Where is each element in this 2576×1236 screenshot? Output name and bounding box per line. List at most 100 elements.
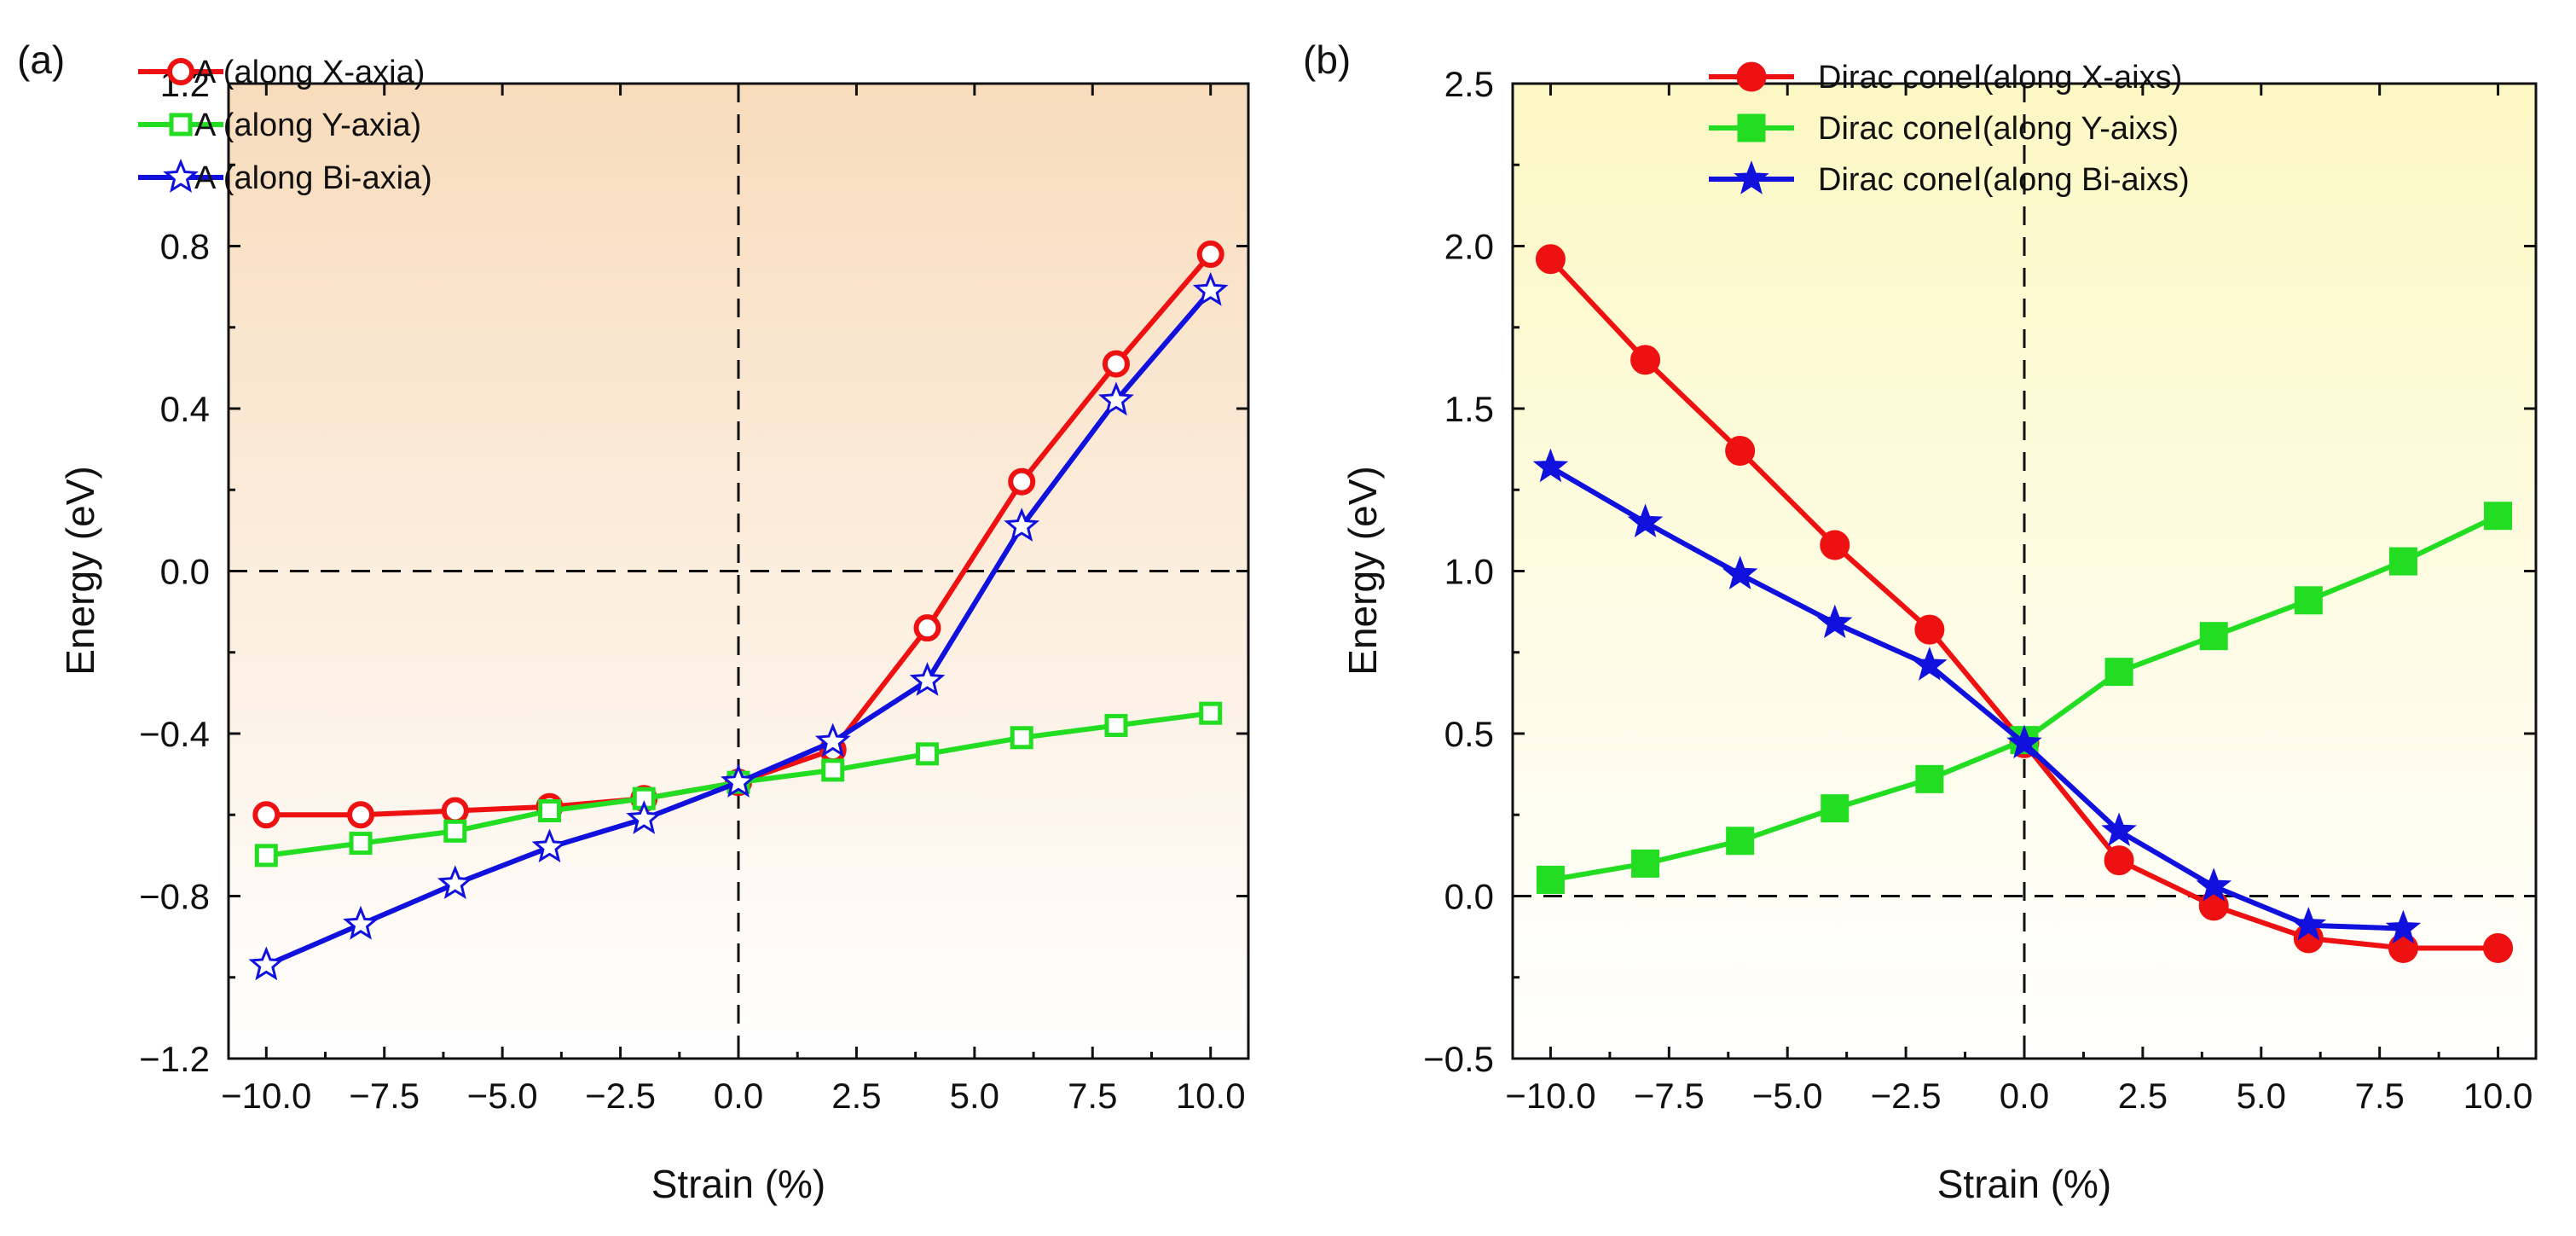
legend-label: Dirac coneⅠ(along X-aixs) xyxy=(1818,60,2182,96)
x-axis-label: Strain (%) xyxy=(651,1162,825,1206)
legend-marker xyxy=(1737,113,1766,142)
legend: Dirac coneⅠ(along X-aixs) Dirac coneⅠ(alo… xyxy=(1709,60,2190,198)
data-point-series-3 xyxy=(1097,381,1134,416)
data-point-series-2 xyxy=(1915,764,1944,793)
legend-label: Dirac coneⅠ(along Y-aixs) xyxy=(1818,111,2179,147)
x-tick-label: −10.0 xyxy=(221,1076,311,1116)
data-point-series-2 xyxy=(1631,849,1660,878)
x-tick-label: −5.0 xyxy=(1752,1076,1823,1116)
y-tick-label: 0.0 xyxy=(1444,877,1494,917)
data-point-series-2 xyxy=(2484,502,2513,531)
data-point-series-2 xyxy=(1821,794,1850,823)
x-tick-label: −5.0 xyxy=(467,1076,538,1116)
data-point-series-1 xyxy=(913,614,941,642)
y-tick-label: −0.4 xyxy=(139,714,210,754)
data-point-series-1 xyxy=(1820,530,1850,560)
x-tick-label: 0.0 xyxy=(714,1076,763,1116)
data-point-series-3 xyxy=(531,828,568,863)
data-point-series-3 xyxy=(2196,868,2232,902)
x-tick-label: 10.0 xyxy=(2463,1076,2533,1116)
data-point-series-1 xyxy=(2388,932,2418,963)
ticks: −10.0 −7.5 −5.0 −2.5 0.0 2.5 5.0 7.5 10.0 −1.2 −0.… xyxy=(139,64,1248,1116)
data-point-series-3 xyxy=(1627,503,1664,537)
x-tick-label: 5.0 xyxy=(2237,1076,2286,1116)
data-point-series-3 xyxy=(1912,647,1948,681)
x-tick-label: −2.5 xyxy=(585,1076,656,1116)
panel-label: (b) xyxy=(1303,38,1351,82)
panel-a: (a) −10.0 −7.5 −5.0 −2.5 0.0 2.5 5.0 7.5 10.0 −1.… xyxy=(17,38,1250,1206)
x-tick-label: 10.0 xyxy=(1176,1076,1246,1116)
data-point-series-2 xyxy=(1726,827,1755,856)
data-point-series-3 xyxy=(909,662,946,696)
data-point-series-1 xyxy=(1102,350,1130,378)
data-point-series-2 xyxy=(443,819,467,843)
data-point-series-3 xyxy=(343,905,379,940)
y-tick-label: −1.2 xyxy=(139,1039,210,1079)
y-tick-label: −0.8 xyxy=(139,877,210,917)
data-point-series-3 xyxy=(626,800,663,834)
data-point-series-2 xyxy=(2199,622,2228,651)
series-line-3 xyxy=(1548,465,2404,931)
data-point-series-3 xyxy=(2101,812,2137,847)
legend: A (along X-axia) A (along Y-axia) A (along… xyxy=(138,55,432,196)
legend-label: A (along Y-axia) xyxy=(194,107,421,143)
data-point-series-3 xyxy=(2385,909,2422,944)
data-point-series-2 xyxy=(1104,713,1128,737)
data-point-series-1 xyxy=(1725,436,1756,467)
data-point-series-1 xyxy=(1008,467,1036,496)
plot-frame xyxy=(227,82,1250,1060)
data-point-series-1 xyxy=(252,801,281,829)
ticks: −10.0 −7.5 −5.0 −2.5 0.0 2.5 5.0 7.5 10.0 −0.5 0.0… xyxy=(1423,64,2536,1116)
y-tick-label: 1.0 xyxy=(1444,552,1494,592)
data-point-series-3 xyxy=(2290,906,2327,941)
x-tick-label: 7.5 xyxy=(2354,1076,2404,1116)
x-tick-label: 2.5 xyxy=(2118,1076,2168,1116)
x-tick-label: 7.5 xyxy=(1068,1076,1117,1116)
x-tick-label: −7.5 xyxy=(349,1076,420,1116)
data-point-series-3 xyxy=(1532,448,1569,483)
data-point-series-2 xyxy=(2104,658,2133,687)
y-tick-label: 0.0 xyxy=(160,552,210,592)
data-point-series-1 xyxy=(2104,845,2134,876)
y-tick-label: −0.5 xyxy=(1423,1039,1494,1079)
x-tick-label: −7.5 xyxy=(1634,1076,1705,1116)
data-point-series-2 xyxy=(2388,547,2417,576)
data-point-series-2 xyxy=(2294,586,2323,615)
data-point-series-3 xyxy=(1004,508,1040,542)
reference-lines xyxy=(1513,84,2536,1059)
data-point-series-1 xyxy=(441,797,469,825)
y-tick-label: 0.8 xyxy=(160,227,210,267)
x-tick-label: −2.5 xyxy=(1871,1076,1942,1116)
data-point-series-3 xyxy=(1816,604,1853,639)
data-point-series-1 xyxy=(2198,891,2229,921)
data-point-series-2 xyxy=(1010,726,1033,750)
data-point-series-1 xyxy=(1630,345,1661,375)
x-tick-label: 0.0 xyxy=(2000,1076,2049,1116)
x-tick-label: 5.0 xyxy=(950,1076,999,1116)
data-point-series-1 xyxy=(1914,614,1945,645)
x-axis-label: Strain (%) xyxy=(1937,1162,2111,1206)
legend-marker xyxy=(167,58,194,85)
legend-label: Dirac coneⅠ(along Bi-aixs) xyxy=(1818,162,2190,198)
data-point-series-1 xyxy=(347,801,375,829)
plot-frame xyxy=(1511,82,2538,1060)
series-layer xyxy=(1532,244,2514,963)
x-tick-label: −10.0 xyxy=(1505,1076,1595,1116)
data-point-series-3 xyxy=(248,946,285,981)
y-tick-label: 1.5 xyxy=(1444,389,1494,429)
legend-label: A (along X-axia) xyxy=(194,55,425,90)
data-point-series-2 xyxy=(349,832,373,856)
y-axis-label: Energy (eV) xyxy=(58,466,102,675)
legend-marker xyxy=(169,113,193,136)
legend-marker xyxy=(1734,160,1769,194)
data-point-series-2 xyxy=(821,758,845,782)
legend-marker xyxy=(163,159,199,193)
data-point-series-1 xyxy=(1535,244,1566,275)
y-tick-label: 2.5 xyxy=(1444,64,1494,104)
legend-marker xyxy=(1736,61,1767,92)
x-tick-label: 2.5 xyxy=(831,1076,881,1116)
data-point-series-2 xyxy=(254,844,278,868)
data-point-series-3 xyxy=(814,722,851,757)
